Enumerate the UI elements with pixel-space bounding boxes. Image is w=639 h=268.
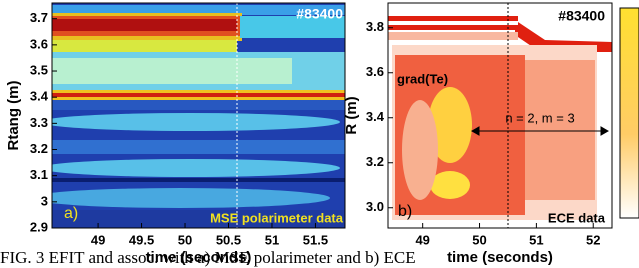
figure: #83400 a) MSE polarimeter data #83400 gr… xyxy=(0,0,639,268)
x-tick-label: 52 xyxy=(586,232,600,247)
colorbar xyxy=(620,8,639,218)
y-tick-label: 3.3 xyxy=(30,115,48,130)
y-axis-title: R (m) xyxy=(343,96,360,134)
y-tick-label: 3.6 xyxy=(366,64,384,79)
y-axis-title: Rtang (m) xyxy=(5,81,22,151)
x-axis-title: time (seconds) xyxy=(146,249,252,266)
x-tick-label: 51 xyxy=(265,232,279,247)
panel-label: a) xyxy=(64,205,78,222)
shot-label: #83400 xyxy=(558,8,605,24)
data-label: MSE polarimeter data xyxy=(210,210,344,225)
x-tick-label: 49 xyxy=(415,232,429,247)
y-tick-label: 3.1 xyxy=(30,167,48,182)
y-tick-label: 3.7 xyxy=(30,10,48,25)
x-tick-label: 49 xyxy=(91,232,105,247)
x-tick-label: 51 xyxy=(529,232,543,247)
x-tick-label: 49.5 xyxy=(129,232,154,247)
y-tick-label: 3.8 xyxy=(366,19,384,34)
panel-label: b) xyxy=(398,203,412,220)
x-tick-label: 50 xyxy=(178,232,192,247)
data-label: ECE data xyxy=(548,210,606,225)
x-tick-label: 50 xyxy=(472,232,486,247)
y-tick-label: 2.9 xyxy=(30,219,48,234)
contour-field-a xyxy=(30,3,345,228)
y-tick-label: 3.0 xyxy=(366,199,384,214)
y-tick-label: 3.5 xyxy=(30,62,48,77)
shot-label: #83400 xyxy=(296,6,343,22)
x-axis-title: time (seconds) xyxy=(447,249,553,266)
y-tick-label: 3 xyxy=(41,193,48,208)
y-tick-label: 3.4 xyxy=(30,89,49,104)
y-tick-label: 3.6 xyxy=(30,36,48,51)
y-tick-label: 3.2 xyxy=(30,141,48,156)
x-tick-label: 51.5 xyxy=(303,232,328,247)
x-tick-label: 50.5 xyxy=(216,232,241,247)
contour-field-b xyxy=(388,3,612,228)
mode-label: n = 2, m = 3 xyxy=(505,110,574,125)
y-tick-label: 3.2 xyxy=(366,154,384,169)
profile-label: grad(Te) xyxy=(397,71,448,86)
y-tick-label: 3.4 xyxy=(366,109,385,124)
